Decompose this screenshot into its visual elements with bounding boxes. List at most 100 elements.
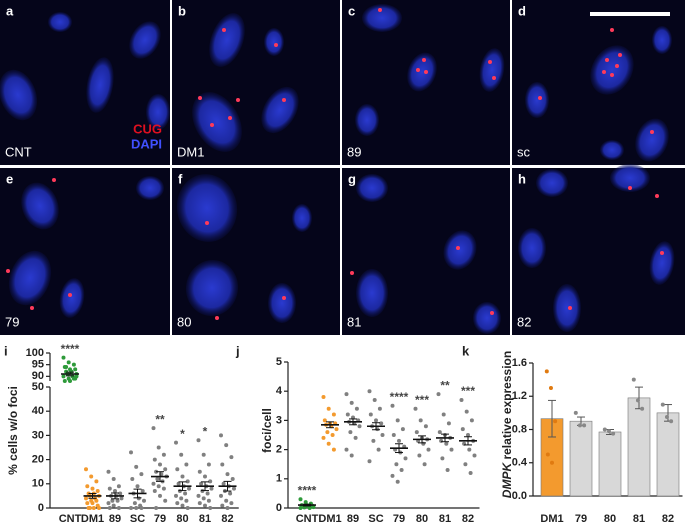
- point: [374, 418, 378, 423]
- nucleus: [525, 82, 549, 118]
- point: [395, 479, 400, 484]
- nucleus: [518, 228, 546, 268]
- point: [206, 498, 211, 503]
- point: [142, 498, 146, 503]
- y-axis-label-text: relative expression: [500, 351, 514, 460]
- point: [203, 474, 207, 479]
- point: [439, 438, 444, 443]
- foci: [610, 73, 614, 77]
- y-tick-label: 0.4: [512, 457, 528, 469]
- nucleus: [192, 92, 242, 152]
- point: [440, 456, 445, 461]
- point: [118, 491, 123, 496]
- y-tick-label: 5: [276, 356, 282, 368]
- y-tick-label: 95: [32, 359, 44, 371]
- foci: [650, 130, 654, 134]
- y-axis-label-text: foci/cell: [260, 408, 274, 453]
- point: [87, 506, 92, 510]
- panel-letter: h: [518, 171, 526, 186]
- x-tick-label: 79: [154, 513, 166, 525]
- foci: [660, 251, 664, 255]
- point: [426, 447, 431, 452]
- point: [229, 501, 234, 506]
- panel-letter: d: [518, 3, 526, 18]
- point: [116, 484, 121, 489]
- point: [163, 498, 168, 503]
- point: [74, 374, 79, 379]
- y-tick-label: 20: [32, 454, 44, 466]
- y-tick-label: 100: [26, 347, 44, 359]
- nucleus: [86, 57, 114, 113]
- point: [203, 503, 207, 508]
- point: [209, 486, 214, 491]
- micrograph: b DM1: [172, 0, 340, 165]
- nucleus: [8, 250, 52, 306]
- point: [553, 419, 558, 424]
- panel-label: 89: [347, 144, 361, 159]
- foci: [215, 316, 219, 320]
- point: [151, 426, 156, 431]
- point: [132, 501, 137, 506]
- foci: [605, 58, 609, 62]
- point: [325, 430, 330, 435]
- point: [354, 406, 359, 411]
- point: [179, 452, 184, 457]
- error-bar: [156, 471, 164, 482]
- y-tick-label: 40: [32, 405, 44, 417]
- point: [441, 412, 446, 417]
- point: [298, 497, 303, 502]
- foci: [422, 58, 426, 62]
- point: [331, 447, 336, 452]
- y-tick-label: 30: [32, 429, 44, 441]
- foci: [236, 98, 240, 102]
- point: [139, 472, 144, 477]
- point: [379, 421, 384, 426]
- foci: [416, 68, 420, 72]
- point: [94, 498, 99, 503]
- foci: [6, 269, 10, 273]
- point: [220, 462, 225, 467]
- y-axis-label-gene: DMPK: [500, 462, 514, 499]
- point: [156, 484, 161, 489]
- foci: [492, 76, 496, 80]
- point: [206, 462, 211, 467]
- micrograph: e 79: [0, 168, 170, 335]
- point: [307, 506, 312, 510]
- point: [220, 503, 225, 508]
- point: [376, 447, 381, 452]
- point: [224, 443, 229, 448]
- micrograph-bg: [172, 0, 340, 165]
- foci: [615, 64, 619, 68]
- significance: *: [180, 427, 185, 441]
- point: [472, 453, 477, 458]
- point: [130, 476, 135, 481]
- nucleus: [649, 241, 675, 285]
- nucleus: [590, 45, 634, 95]
- point: [64, 365, 69, 369]
- panel-letter: g: [348, 171, 356, 186]
- panel-label: CNT: [5, 144, 32, 159]
- foci: [378, 8, 382, 12]
- point: [545, 452, 550, 457]
- x-tick-label: DM1: [81, 513, 104, 525]
- micrograph: a CNT: [0, 0, 170, 165]
- point: [187, 486, 191, 491]
- point: [367, 389, 372, 394]
- error-bar: [372, 422, 380, 431]
- nucleus: [362, 4, 402, 32]
- point: [184, 462, 189, 467]
- point: [469, 418, 474, 423]
- point: [174, 493, 178, 498]
- foci: [618, 53, 622, 57]
- point: [394, 462, 399, 467]
- y-tick-label: 2: [276, 444, 282, 456]
- foci: [30, 306, 34, 310]
- point: [669, 419, 674, 424]
- nucleus: [356, 174, 388, 202]
- point: [467, 447, 472, 452]
- point: [413, 406, 418, 411]
- point: [84, 496, 88, 501]
- x-tick-label: 81: [199, 513, 211, 525]
- point: [175, 467, 180, 472]
